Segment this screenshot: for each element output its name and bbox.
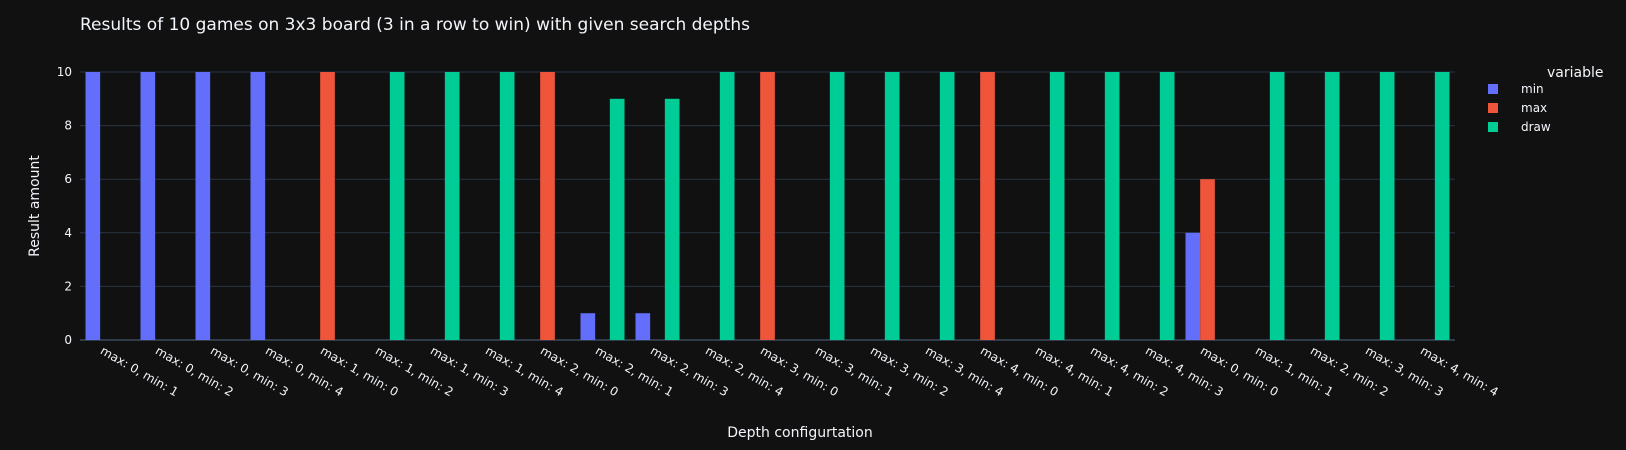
legend-label-draw: draw xyxy=(1521,120,1551,134)
bar-min-0 xyxy=(85,72,101,340)
bar-min-2 xyxy=(195,72,211,340)
x-axis-title: Depth configurtation xyxy=(727,425,872,441)
bar-draw-15 xyxy=(939,72,955,340)
y-axis-title: Result amount xyxy=(27,155,43,257)
bar-max-16 xyxy=(980,72,995,340)
legend-label-min: min xyxy=(1521,82,1544,96)
bar-draw-24 xyxy=(1434,72,1450,340)
bar-draw-19 xyxy=(1159,72,1175,340)
y-tick-label: 6 xyxy=(64,172,72,186)
bar-draw-13 xyxy=(829,72,845,340)
y-tick-label: 4 xyxy=(64,226,72,240)
legend-swatch-max xyxy=(1488,103,1498,113)
bar-min-1 xyxy=(140,72,156,340)
y-axis-ticks: 0 2 4 6 8 10 xyxy=(57,65,72,347)
bars xyxy=(85,72,1450,340)
bar-draw-14 xyxy=(884,72,900,340)
y-tick-label: 10 xyxy=(57,65,72,79)
chart-title: Results of 10 games on 3x3 board (3 in a… xyxy=(80,15,750,35)
bar-draw-21 xyxy=(1269,72,1285,340)
legend-title: variable xyxy=(1547,65,1603,81)
bar-draw-23 xyxy=(1379,72,1395,340)
bar-max-20 xyxy=(1200,179,1215,340)
legend: variable min max draw xyxy=(1488,65,1603,134)
bar-max-4 xyxy=(320,72,335,340)
bar-max-8 xyxy=(540,72,555,340)
bar-draw-6 xyxy=(444,72,460,340)
bar-min-3 xyxy=(250,72,266,340)
bar-draw-18 xyxy=(1104,72,1120,340)
bar-draw-5 xyxy=(389,72,405,340)
bar-max-12 xyxy=(760,72,775,340)
bar-min-10 xyxy=(635,313,651,340)
bar-draw-10 xyxy=(664,98,680,340)
legend-swatch-draw xyxy=(1488,122,1498,132)
bar-draw-22 xyxy=(1324,72,1340,340)
bar-draw-9 xyxy=(609,98,625,340)
y-tick-label: 8 xyxy=(64,119,72,133)
bar-draw-11 xyxy=(719,72,735,340)
y-tick-label: 2 xyxy=(64,279,72,293)
bar-draw-7 xyxy=(499,72,515,340)
legend-label-max: max xyxy=(1521,101,1547,115)
bar-draw-17 xyxy=(1049,72,1065,340)
y-tick-label: 0 xyxy=(64,333,72,347)
bar-min-20 xyxy=(1185,232,1201,340)
legend-swatch-min xyxy=(1488,84,1498,94)
bar-min-9 xyxy=(580,313,596,340)
